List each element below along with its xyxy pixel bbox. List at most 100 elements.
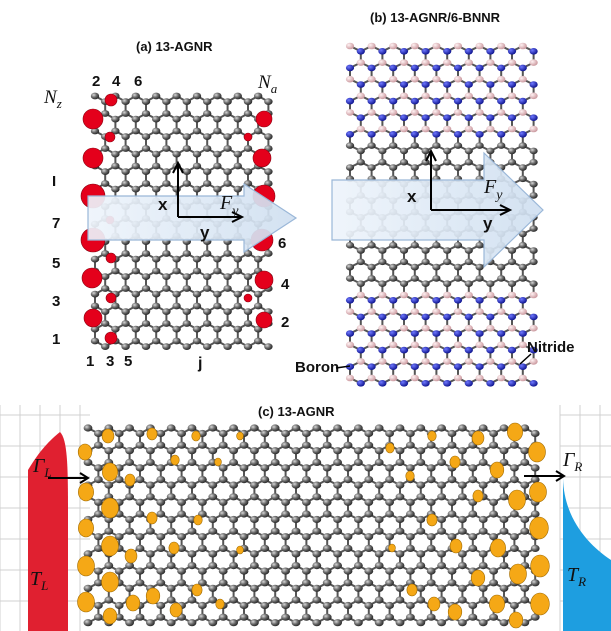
atom [203,133,212,141]
atom [152,325,161,333]
atom [447,476,457,484]
atom [395,493,405,501]
atom [166,596,176,604]
atom [187,527,197,535]
atom [243,110,253,117]
panel-b: x y Fy (b) 13-AGNR/6-BNNR Boron Nitride [295,10,575,387]
atom [90,337,100,345]
atom [421,324,430,332]
panel-c: (c) 13-AGNR ΓL ΓR TL TR [0,404,611,631]
atom [497,275,506,282]
atom [410,374,419,382]
atom [192,115,202,123]
atom [83,458,93,466]
atom [162,110,171,117]
atom [192,185,202,193]
atom [507,59,517,66]
atom [239,613,249,621]
atom [291,527,301,535]
atom [518,263,527,271]
atom [239,498,249,506]
atom [254,290,263,298]
atom [406,498,415,506]
edge-charge-dot [252,148,272,168]
atom [499,447,509,455]
atom [406,533,415,541]
atom [507,280,517,288]
atom [270,447,280,455]
atom [182,133,191,141]
atom [518,42,527,50]
atom [114,441,124,449]
edge-charge-dot [145,587,161,605]
atom [453,363,463,371]
atom [270,493,280,501]
atom [333,527,342,535]
axis-y-label-b: y [483,214,493,233]
atom [345,263,355,271]
atom [94,510,103,518]
atom [121,145,130,152]
atom [131,162,140,170]
atom [152,185,161,193]
atom [437,424,446,432]
atom [125,515,134,524]
axes-b [425,148,513,216]
atom [322,579,332,587]
atom [345,131,355,138]
edge-charge-dot [405,470,415,482]
atom [475,42,484,50]
atom [497,297,506,304]
atom [281,429,290,438]
atom [177,498,187,506]
atom [146,527,155,535]
atom [114,567,124,575]
atom [213,115,222,123]
bottom-number-3: 3 [106,353,114,370]
atom [464,380,473,387]
atom [162,320,171,327]
atom [223,285,232,292]
atom [529,291,538,299]
atom [518,142,527,149]
atom [94,476,103,484]
atom [239,533,249,541]
atom [213,185,222,193]
edge-charge-dot [82,108,104,130]
atom [182,250,191,257]
atom [162,133,171,141]
atom [529,114,538,122]
atom [281,464,290,472]
atom [243,285,253,292]
atom [497,131,506,138]
edge-charge-dot [426,513,438,527]
atom [374,481,384,489]
atom [464,48,473,55]
atom [520,584,530,592]
atom [322,613,332,621]
atom [131,290,140,298]
panel-b-title: (b) 13-AGNR/6-BNNR [370,10,501,25]
atom [229,481,239,489]
atom [343,510,353,518]
atom [198,579,207,587]
atom [218,441,228,449]
atom [229,596,239,604]
atom [233,267,242,275]
left-row-label-7: 7 [52,215,60,232]
atom [395,481,405,489]
atom [135,476,145,484]
atom [432,131,441,138]
atom [90,290,100,298]
atom [416,550,426,558]
atom [250,562,259,570]
atom [489,441,498,449]
atom [243,98,253,105]
atom [345,241,355,249]
atom [486,280,495,288]
atom [443,280,452,288]
edge-charge-dot [83,308,103,328]
atom [354,596,363,604]
top-number-6: 6 [134,73,142,90]
atom [182,98,191,105]
